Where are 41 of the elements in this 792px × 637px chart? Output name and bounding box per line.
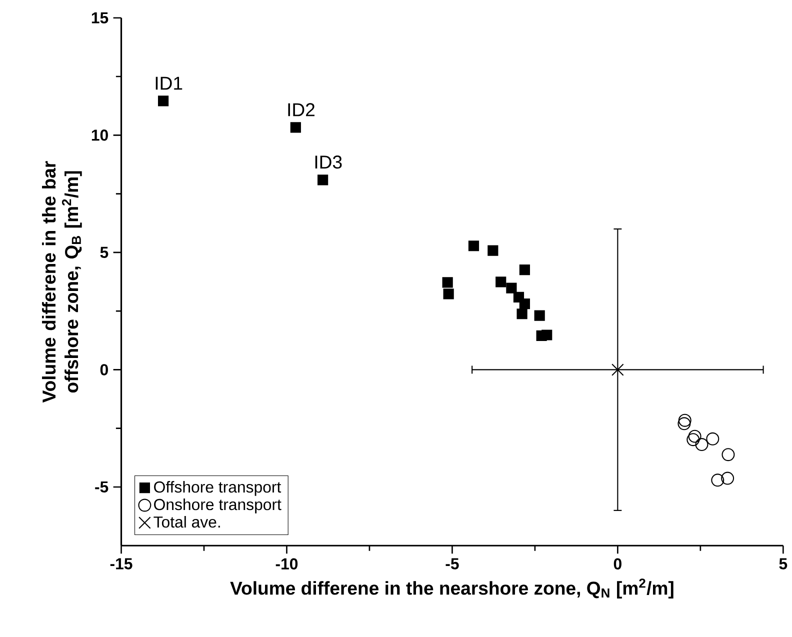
point xyxy=(722,448,735,462)
x-axis-title: Volume differene in the nearshore zone, Q$_{N}$ [m$^{2}$/m] xyxy=(230,578,674,598)
point xyxy=(721,472,734,485)
x-tick-label: -5 xyxy=(446,558,459,570)
point xyxy=(678,414,692,427)
point xyxy=(488,245,498,256)
point xyxy=(678,417,691,430)
y-tick-label: 0 xyxy=(100,364,108,376)
point xyxy=(695,438,708,452)
legend-label: Total ave. xyxy=(154,516,220,528)
point xyxy=(686,433,700,446)
point xyxy=(534,310,545,321)
legend-label: Offshore transport xyxy=(154,481,282,496)
annotation: ID2 xyxy=(288,103,314,116)
point xyxy=(706,432,720,446)
point xyxy=(496,276,506,288)
point xyxy=(443,288,454,300)
y-tick-label: -5 xyxy=(95,481,108,492)
point xyxy=(688,430,702,443)
y-tick-label: 10 xyxy=(92,130,108,141)
point xyxy=(468,240,480,252)
point xyxy=(519,264,530,276)
point xyxy=(711,474,724,487)
y-tick-label: 5 xyxy=(100,246,108,258)
point xyxy=(442,277,453,288)
x-tick-label: -15 xyxy=(110,558,132,570)
annotation: ID3 xyxy=(315,155,342,169)
x-tick-label: -10 xyxy=(276,558,298,570)
x-tick-label: 5 xyxy=(779,558,788,570)
point xyxy=(506,282,517,294)
point xyxy=(519,298,530,310)
annotation: ID1 xyxy=(156,76,182,90)
x-tick-label: 0 xyxy=(614,558,622,570)
point xyxy=(290,122,301,133)
point xyxy=(158,96,169,106)
y-tick-label: 15 xyxy=(92,12,108,24)
point xyxy=(318,174,328,186)
legend-label: Onshore transport xyxy=(154,498,282,514)
point xyxy=(516,308,528,320)
point xyxy=(612,364,624,376)
point xyxy=(542,330,552,340)
